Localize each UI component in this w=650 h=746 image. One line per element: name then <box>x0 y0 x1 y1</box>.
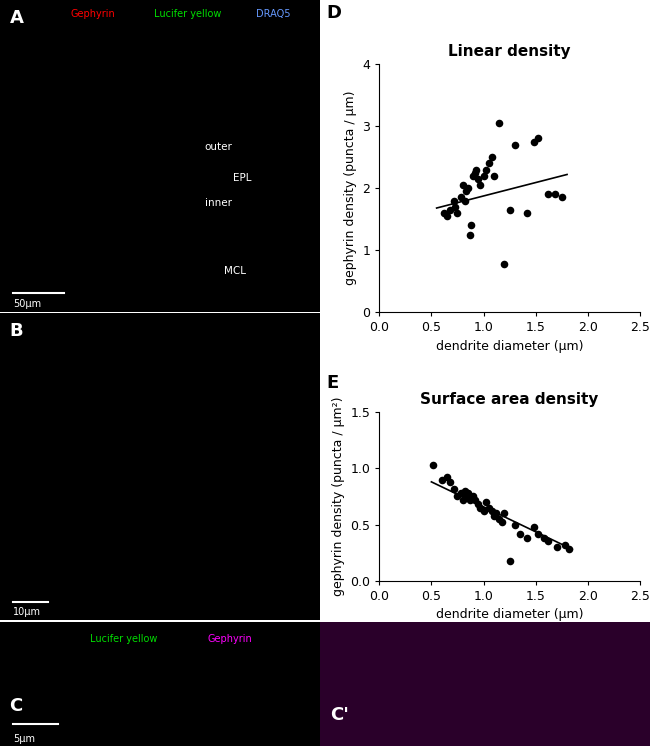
Text: outer: outer <box>205 142 233 151</box>
Point <box>543 189 553 201</box>
Point <box>460 485 470 497</box>
Point <box>449 483 460 495</box>
X-axis label: dendrite diameter (μm): dendrite diameter (μm) <box>436 609 584 621</box>
Point <box>442 471 452 483</box>
Text: MCL: MCL <box>224 266 246 277</box>
Point <box>463 182 473 194</box>
Point <box>484 502 494 514</box>
Point <box>442 210 452 222</box>
Point <box>510 518 520 530</box>
Point <box>499 258 510 270</box>
Point <box>487 505 497 517</box>
Text: Lucifer yellow: Lucifer yellow <box>153 10 221 19</box>
Point <box>461 491 471 503</box>
Point <box>489 170 499 182</box>
Point <box>460 195 470 207</box>
Point <box>475 179 486 191</box>
Point <box>473 173 484 185</box>
Point <box>522 207 532 219</box>
Point <box>456 487 466 499</box>
Point <box>491 507 501 519</box>
Text: inner: inner <box>205 198 231 208</box>
Point <box>522 532 532 544</box>
Text: EPL: EPL <box>233 173 252 183</box>
Point <box>480 163 491 175</box>
Title: Linear density: Linear density <box>448 43 571 59</box>
Point <box>515 527 525 539</box>
Point <box>449 195 460 207</box>
Point <box>445 204 456 216</box>
Point <box>471 163 482 175</box>
Text: Lucifer yellow: Lucifer yellow <box>90 634 157 645</box>
Point <box>494 513 504 525</box>
Point <box>452 207 463 219</box>
Point <box>497 516 508 528</box>
Point <box>461 185 471 197</box>
Point <box>494 117 504 129</box>
Point <box>466 219 476 231</box>
Text: Gephyrin: Gephyrin <box>208 634 253 645</box>
Point <box>484 157 494 169</box>
Point <box>450 201 461 213</box>
Point <box>528 136 539 148</box>
Point <box>458 179 468 191</box>
Text: Gephyrin: Gephyrin <box>70 10 115 19</box>
Text: C': C' <box>330 706 348 724</box>
Point <box>468 491 478 503</box>
Point <box>499 507 510 519</box>
Y-axis label: gephyrin density (puncta / μm): gephyrin density (puncta / μm) <box>344 91 357 286</box>
Point <box>532 527 543 539</box>
Text: B: B <box>10 322 23 340</box>
Point <box>528 521 539 533</box>
Point <box>470 166 480 178</box>
Title: Surface area density: Surface area density <box>421 392 599 407</box>
Text: D: D <box>326 4 341 22</box>
Point <box>465 229 475 241</box>
Text: 10μm: 10μm <box>13 607 41 617</box>
Text: 50μm: 50μm <box>13 299 41 309</box>
Point <box>478 505 489 517</box>
Point <box>458 494 468 506</box>
Point <box>487 151 497 163</box>
Point <box>463 487 473 499</box>
Point <box>470 494 480 506</box>
Point <box>504 204 515 216</box>
Point <box>532 133 543 145</box>
Point <box>465 494 475 506</box>
Text: C: C <box>10 697 23 715</box>
Point <box>445 476 456 488</box>
Y-axis label: gephyrin density (puncta / μm²): gephyrin density (puncta / μm²) <box>332 397 344 596</box>
Point <box>510 139 520 151</box>
Point <box>456 192 466 204</box>
Point <box>489 510 499 521</box>
Point <box>437 474 447 486</box>
Point <box>428 459 439 471</box>
Point <box>560 539 570 551</box>
Point <box>543 536 553 548</box>
Point <box>551 541 562 553</box>
Point <box>475 502 486 514</box>
Point <box>452 491 463 503</box>
Point <box>468 170 478 182</box>
Point <box>504 554 515 566</box>
Text: DRAQ5: DRAQ5 <box>256 10 291 19</box>
Point <box>439 207 449 219</box>
X-axis label: dendrite diameter (μm): dendrite diameter (μm) <box>436 340 584 353</box>
Point <box>556 192 567 204</box>
Point <box>480 496 491 508</box>
Point <box>564 543 575 555</box>
Text: 5μm: 5μm <box>13 733 35 744</box>
Text: E: E <box>326 374 339 392</box>
Point <box>478 170 489 182</box>
Point <box>473 498 484 510</box>
Text: A: A <box>10 10 23 28</box>
Point <box>549 189 560 201</box>
Point <box>539 532 549 544</box>
